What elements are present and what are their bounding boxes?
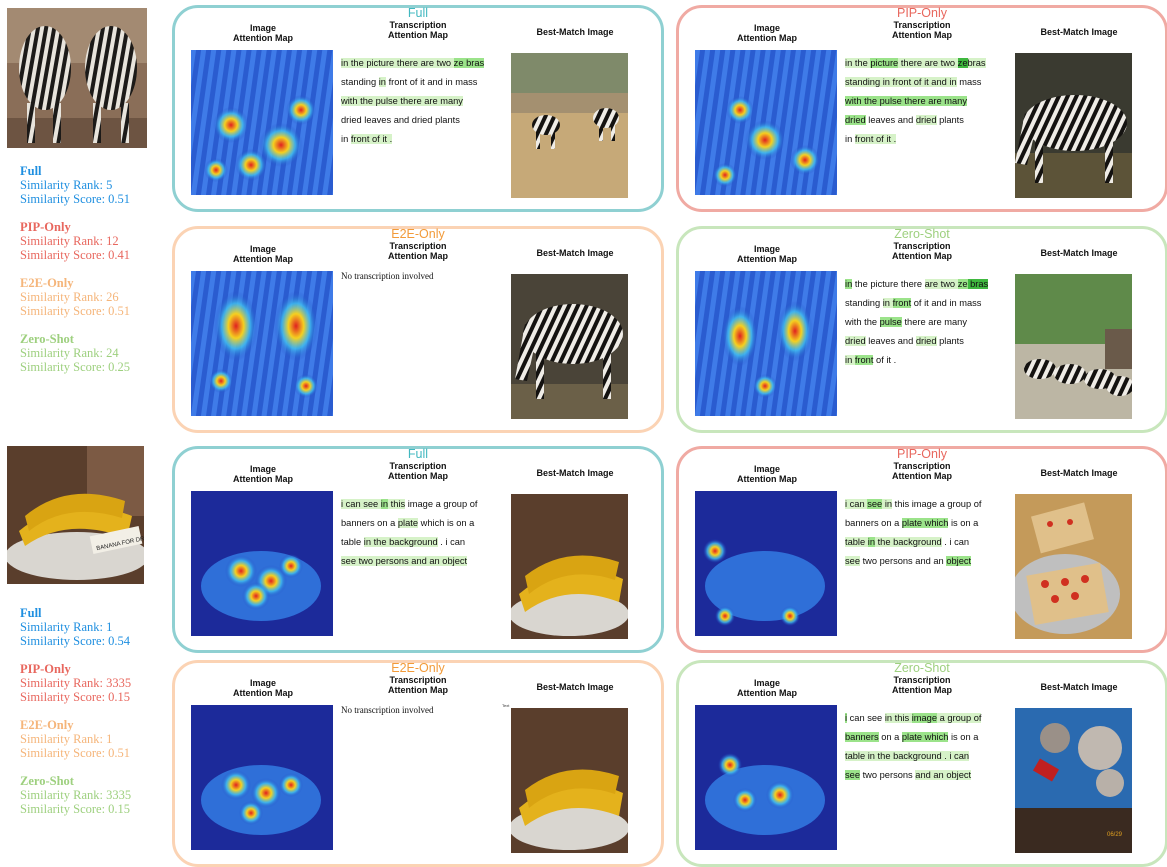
panel-zero-row1: Zero-Shot Image Attention Map Transcripti… bbox=[676, 226, 1167, 433]
image-attention-header: Image Attention Map bbox=[233, 244, 293, 264]
best-match-image bbox=[511, 274, 628, 419]
transcription-attention-header: Transcription Attention Map bbox=[388, 20, 448, 40]
transcription-attention: in the picture there are two ze bras sta… bbox=[845, 279, 989, 365]
panel-e2e-row1: E2E-Only Image Attention Map Transcriptio… bbox=[172, 226, 664, 433]
best-match-image: 06/29 bbox=[1015, 708, 1132, 853]
image-attention-map bbox=[191, 491, 333, 636]
panel-title: PIP-Only bbox=[896, 447, 947, 461]
best-match-image bbox=[511, 494, 628, 639]
stat-zero: Zero-Shot Similarity Rank: 24 Similarity… bbox=[20, 332, 131, 374]
query-image-zebras bbox=[7, 8, 147, 148]
panel-e2e-row2: E2E-Only Image Attention Map Transcriptio… bbox=[172, 660, 664, 867]
panel-full-row1: Full Image Attention Map Transcription Att… bbox=[172, 5, 664, 212]
best-match-image bbox=[1015, 494, 1132, 639]
transcription-attention: i can see in this image a group of banne… bbox=[341, 499, 478, 566]
image-attention-map bbox=[191, 271, 333, 416]
panel-title: E2E-Only bbox=[391, 661, 445, 675]
no-transcription-text: No transcription involved bbox=[341, 271, 434, 281]
best-match-image bbox=[1015, 274, 1132, 419]
transcription-attention-header: Transcription Attention Map bbox=[892, 241, 952, 261]
stat-pip: PIP-Only Similarity Rank: 12 Similarity … bbox=[20, 220, 131, 262]
transcription-attention-header: Transcription Attention Map bbox=[388, 675, 448, 695]
row2-stats: Full Similarity Rank: 1 Similarity Score… bbox=[20, 606, 131, 830]
best-match-image bbox=[511, 53, 628, 198]
best-match-image bbox=[1015, 53, 1132, 198]
transcription-attention: in the picture there are two zebras stan… bbox=[845, 58, 986, 144]
best-match-header: Best-Match Image bbox=[1040, 468, 1118, 478]
transcription-attention-header: Transcription Attention Map bbox=[892, 675, 952, 695]
transcription-attention-header: Transcription Attention Map bbox=[388, 461, 448, 481]
best-match-image bbox=[511, 708, 628, 853]
stat-e2e: E2E-Only Similarity Rank: 26 Similarity … bbox=[20, 276, 131, 318]
image-attention-map bbox=[695, 271, 837, 416]
stat-full: Full Similarity Rank: 1 Similarity Score… bbox=[20, 606, 131, 648]
panel-zero-row2: Zero-Shot Image Attention Map Transcripti… bbox=[676, 660, 1167, 867]
panel-title: PIP-Only bbox=[896, 6, 947, 20]
image-attention-header: Image Attention Map bbox=[233, 464, 293, 484]
panel-title: Zero-Shot bbox=[894, 227, 950, 241]
no-transcription-text: No transcription involved bbox=[341, 705, 434, 715]
stat-e2e: E2E-Only Similarity Rank: 1 Similarity S… bbox=[20, 718, 131, 760]
query-image-bananas: BANANA FOR DRINK bbox=[5, 446, 155, 586]
best-match-header: Best-Match Image bbox=[1040, 27, 1118, 37]
panel-title: Zero-Shot bbox=[894, 661, 950, 675]
transcription-attention-header: Transcription Attention Map bbox=[892, 461, 952, 481]
stat-full: Full Similarity Rank: 5 Similarity Score… bbox=[20, 164, 131, 206]
panel-pip-row2: PIP-Only Image Attention Map Transcriptio… bbox=[676, 446, 1167, 653]
panel-full-row2: Full Image Attention Map Transcription Att… bbox=[172, 446, 664, 653]
image-attention-header: Image Attention Map bbox=[737, 23, 797, 43]
image-attention-header: Image Attention Map bbox=[233, 678, 293, 698]
transcription-attention: i can see in this image a group of banne… bbox=[845, 499, 982, 566]
image-attention-map bbox=[191, 50, 333, 195]
image-attention-map bbox=[191, 705, 333, 850]
image-attention-header: Image Attention Map bbox=[737, 244, 797, 264]
best-match-header: Best-Match Image bbox=[536, 468, 614, 478]
panel-pip-row1: PIP-Only Image Attention Map Transcriptio… bbox=[676, 5, 1167, 212]
image-attention-map bbox=[695, 705, 837, 850]
stat-pip: PIP-Only Similarity Rank: 3335 Similarit… bbox=[20, 662, 132, 704]
panel-title: Full bbox=[407, 447, 429, 461]
transcription-attention-header: Transcription Attention Map bbox=[388, 241, 448, 261]
best-match-header: Best-Match Image bbox=[1040, 248, 1118, 258]
row1-stats: Full Similarity Rank: 5 Similarity Score… bbox=[20, 164, 130, 388]
panel-title: E2E-Only bbox=[391, 227, 445, 241]
image-attention-map bbox=[695, 50, 837, 195]
panel-title: Full bbox=[407, 6, 429, 20]
tiny-text-label: Text bbox=[502, 703, 510, 708]
best-match-header: Best-Match Image bbox=[536, 27, 614, 37]
best-match-header: Best-Match Image bbox=[536, 682, 614, 692]
image-attention-header: Image Attention Map bbox=[737, 678, 797, 698]
transcription-attention-header: Transcription Attention Map bbox=[892, 20, 952, 40]
stat-zero: Zero-Shot Similarity Rank: 3335 Similari… bbox=[20, 774, 132, 816]
image-attention-header: Image Attention Map bbox=[737, 464, 797, 484]
image-attention-header: Image Attention Map bbox=[233, 23, 293, 43]
transcription-attention: in the picture there are two ze bras sta… bbox=[341, 58, 485, 144]
best-match-header: Best-Match Image bbox=[536, 248, 614, 258]
best-match-header: Best-Match Image bbox=[1040, 682, 1118, 692]
transcription-attention: i can see in this image a group of banne… bbox=[845, 713, 982, 780]
svg-text:06/29: 06/29 bbox=[1107, 832, 1123, 838]
image-attention-map bbox=[695, 491, 837, 636]
